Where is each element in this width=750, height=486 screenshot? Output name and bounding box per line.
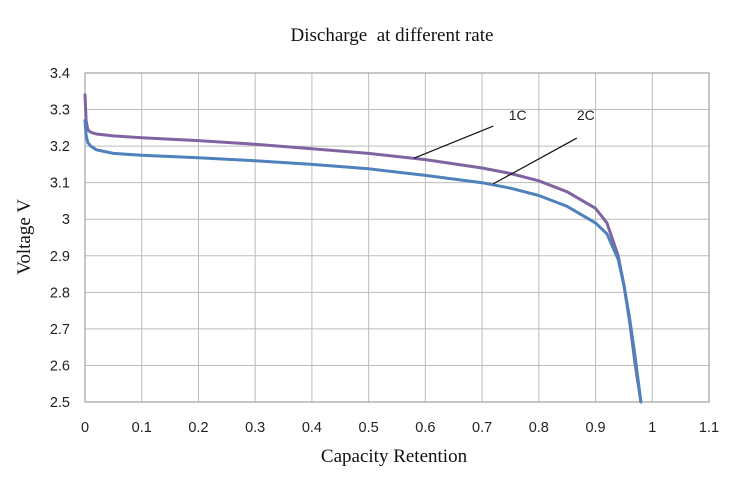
x-tick-label: 0.2 <box>188 420 208 436</box>
y-tick-label: 3.4 <box>50 66 70 82</box>
x-tick-label: 0.3 <box>245 420 265 436</box>
annotation-leader-2c <box>493 137 578 185</box>
y-axis-title: Voltage V <box>14 199 35 275</box>
x-tick-label: 0.8 <box>529 420 549 436</box>
y-tick-label: 3.1 <box>50 176 70 192</box>
series-line-2c <box>83 119 643 404</box>
y-tick-label: 3 <box>62 212 70 228</box>
y-tick-label: 2.6 <box>50 358 70 374</box>
chart-title: Discharge at different rate <box>291 25 494 46</box>
y-tick-label: 2.7 <box>50 322 70 338</box>
y-tick-label: 2.8 <box>50 285 70 301</box>
y-tick-label: 3.3 <box>50 103 70 119</box>
x-tick-label: 0.7 <box>472 420 492 436</box>
x-tick-label: 1 <box>648 420 656 436</box>
x-tick-label: 0.5 <box>359 420 379 436</box>
x-tick-label: 0.9 <box>585 420 605 436</box>
y-tick-labels: 2.5 2.6 2.7 2.8 2.9 3 3.1 3.2 3.3 3.4 <box>50 66 70 411</box>
annotation-label-2c: 2C <box>577 107 595 123</box>
x-axis-title: Capacity Retention <box>321 446 468 467</box>
x-tick-label: 0.6 <box>415 420 435 436</box>
y-tick-label: 2.5 <box>50 395 70 411</box>
x-tick-label: 1.1 <box>699 420 719 436</box>
grid-lines <box>84 72 710 403</box>
series-line-1c <box>83 93 643 404</box>
plot-frame <box>84 72 710 403</box>
y-tick-label: 3.2 <box>50 139 70 155</box>
x-tick-label: 0.4 <box>302 420 322 436</box>
x-tick-label: 0 <box>81 420 89 436</box>
x-tick-labels: 0 0.1 0.2 0.3 0.4 0.5 0.6 0.7 0.8 0.9 1 1.1 <box>81 420 719 436</box>
annotation-leader-1c <box>413 125 494 159</box>
x-tick-label: 0.1 <box>132 420 152 436</box>
annotation-label-1c: 1C <box>509 107 527 123</box>
y-tick-label: 2.9 <box>50 249 70 265</box>
series-annotations: 1C 2C <box>413 107 595 185</box>
series-lines <box>83 93 643 404</box>
